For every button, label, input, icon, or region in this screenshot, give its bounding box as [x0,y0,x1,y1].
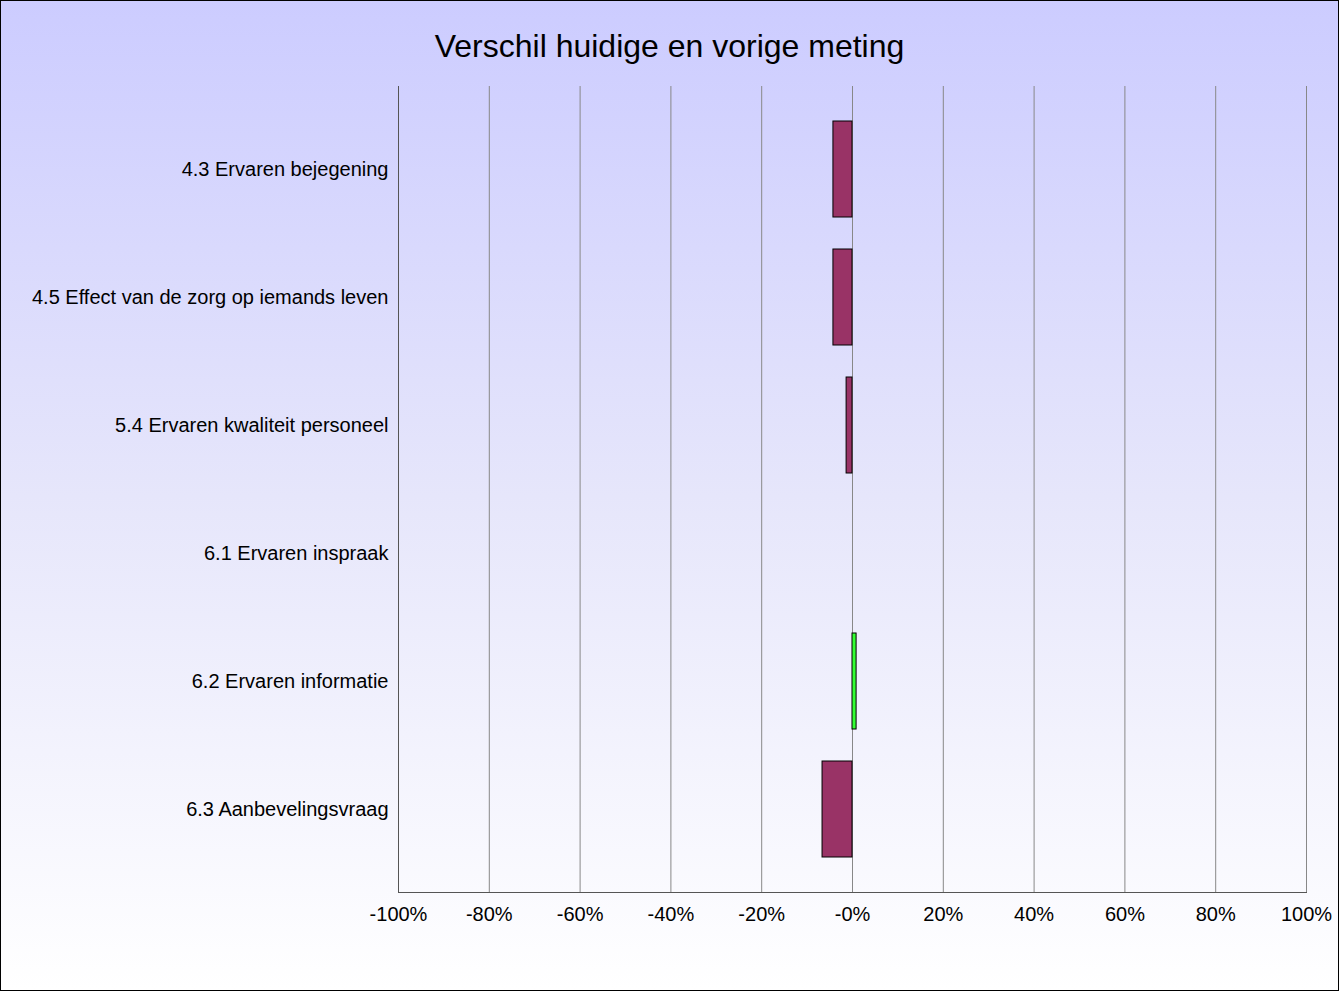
svg-text:4.5 Effect van de zorg op iema: 4.5 Effect van de zorg op iemands leven [32,286,389,308]
svg-text:60%: 60% [1105,903,1145,925]
svg-text:-80%: -80% [466,903,513,925]
svg-text:4.3 Ervaren bejegening: 4.3 Ervaren bejegening [182,158,389,180]
html-text:Verschil huidige en vorige met: Verschil huidige en vorige meting [434,28,905,64]
svg-text:-20%: -20% [738,903,785,925]
svg-text:6.3 Aanbevelingsvraag: 6.3 Aanbevelingsvraag [186,798,388,820]
svg-text:-0%: -0% [835,903,871,925]
svg-text:40%: 40% [1014,903,1054,925]
svg-text:-60%: -60% [557,903,604,925]
svg-text:-100%: -100% [370,903,428,925]
svg-text:20%: 20% [923,903,963,925]
svg-text:6.1 Ervaren inspraak: 6.1 Ervaren inspraak [204,542,390,564]
svg-text:100%: 100% [1281,903,1332,925]
svg-text:-40%: -40% [648,903,695,925]
svg-text:5.4 Ervaren kwaliteit personee: 5.4 Ervaren kwaliteit personeel [115,414,388,436]
svg-text:80%: 80% [1196,903,1236,925]
svg-text:6.2 Ervaren informatie: 6.2 Ervaren informatie [192,670,389,692]
